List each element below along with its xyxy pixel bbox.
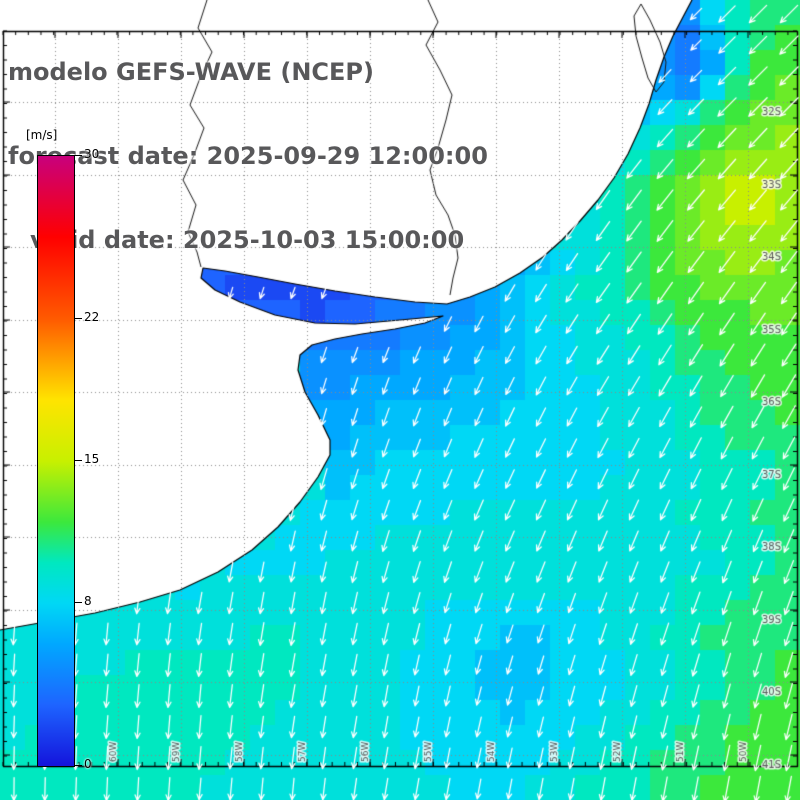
colorbar-tick-mark [75, 317, 82, 319]
colorbar-tick-label: 22 [84, 309, 100, 324]
model-title: modelo GEFS-WAVE (NCEP) [8, 58, 374, 86]
colorbar-tick-label: 15 [84, 452, 100, 466]
colorbar-tick-label: 0 [84, 757, 92, 771]
colorbar: [m/s] 30 22 15 8 0 [26, 128, 106, 788]
colorbar-tick-label: 8 [84, 594, 92, 609]
colorbar-tick-mark [75, 602, 82, 604]
colorbar-tick-mark [75, 765, 82, 766]
colorbar-tick-label: 30 [84, 147, 100, 161]
colorbar-gradient [37, 155, 75, 767]
colorbar-unit-label: [m/s] [26, 128, 58, 142]
colorbar-tick-mark [75, 460, 82, 461]
colorbar-tick-mark [75, 155, 82, 156]
